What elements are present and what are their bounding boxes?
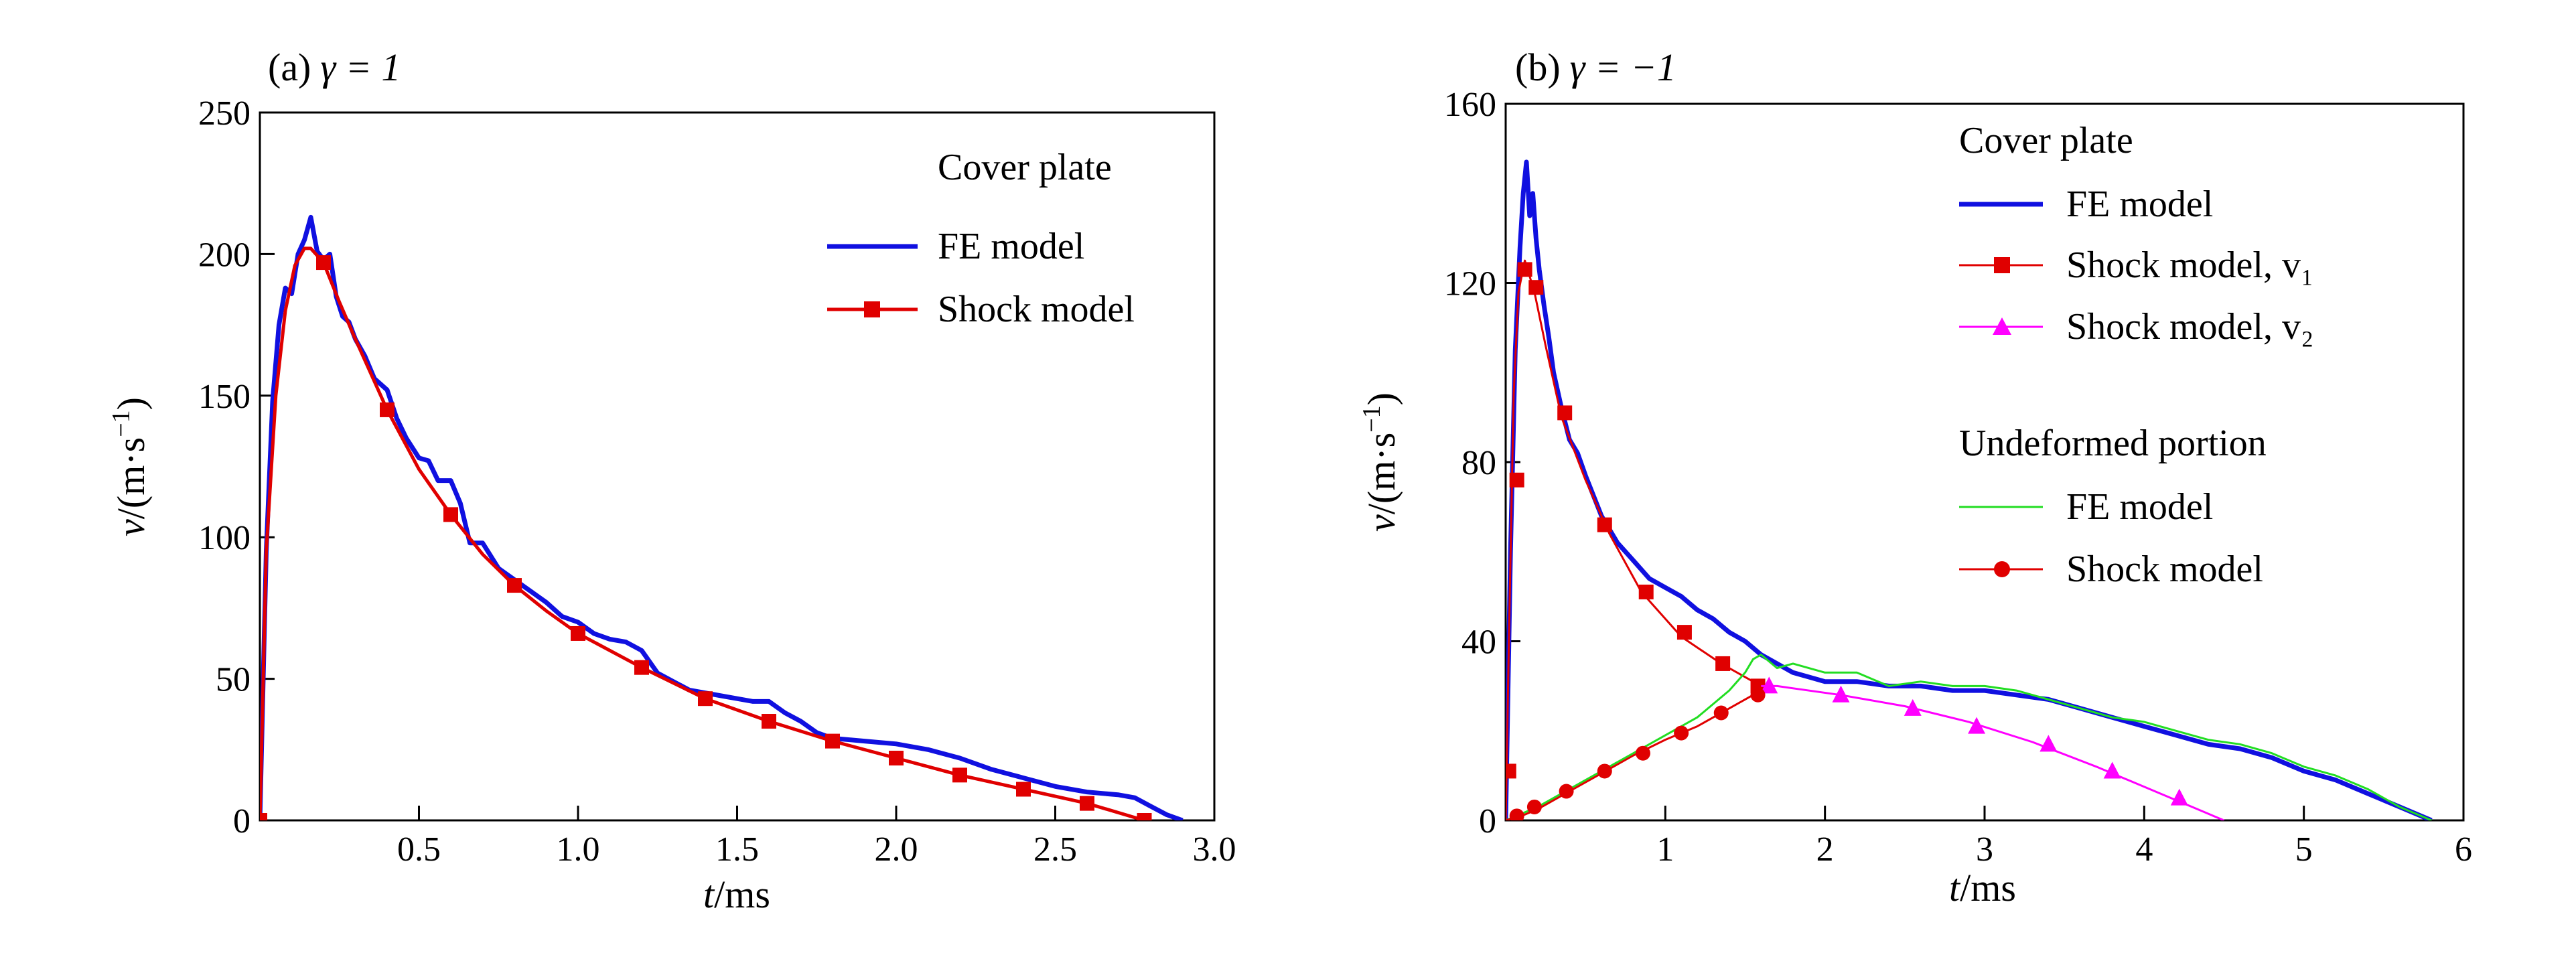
data-point-square	[1715, 656, 1731, 671]
series-line-shock-model	[260, 246, 1145, 820]
data-point-square	[1509, 472, 1524, 488]
series-line-fe-model-cover-plate	[1506, 159, 2433, 820]
x-tick-label: 2.0	[875, 830, 918, 869]
data-point-triangle	[1968, 717, 1986, 734]
data-point-square	[1557, 405, 1573, 421]
legend-label-undeformed-shock: Shock model	[2066, 548, 2263, 590]
series-line-shock-model-v-cover-plate	[1506, 259, 1762, 820]
legend-label-fe-model: FE model	[938, 226, 1084, 267]
data-point-square	[380, 402, 395, 417]
y-tick-label: 0	[233, 802, 251, 840]
y-tick-label: 160	[1444, 86, 1496, 124]
legend-heading-undeformed: Undeformed portion	[1959, 423, 2267, 464]
data-point-circle	[1597, 763, 1612, 779]
panel-b-y-axis: 0 40 80 120 160	[1444, 86, 1520, 840]
panel-a-y-axis: 0 50 100 150 200 250	[198, 94, 275, 840]
y-tick-label: 120	[1444, 265, 1496, 303]
data-point-square	[762, 714, 776, 729]
data-point-square	[1638, 584, 1654, 599]
x-tick-label: 2.5	[1033, 830, 1077, 869]
panel-b-label: (b) γ = −1	[1515, 46, 1676, 89]
x-tick-label: 1	[1656, 830, 1674, 869]
legend-marker-square	[1994, 257, 2010, 273]
data-point-triangle	[1760, 676, 1778, 694]
legend-marker-circle	[1994, 561, 2010, 577]
legend-heading-cover-plate: Cover plate	[1959, 120, 2133, 161]
series-line-fe-model-undeformed-portion	[1506, 654, 2432, 820]
data-point-square	[507, 578, 522, 593]
x-tick-label: 0.5	[397, 830, 441, 869]
panel-a-series	[260, 214, 1184, 820]
data-point-triangle	[2170, 788, 2188, 806]
legend-label-fe-model: FE model	[2066, 183, 2213, 225]
legend-label-shock-v2: Shock model, v₂	[2066, 306, 2314, 348]
y-tick-label: 150	[198, 378, 251, 416]
data-point-square	[825, 733, 840, 749]
y-tick-label: 0	[1479, 802, 1496, 840]
panel-b-legend: Cover plate FE model Shock model, v₁ Sho…	[1959, 120, 2314, 590]
legend-label-shock-v1: Shock model, v₁	[2066, 244, 2314, 286]
panel-a-y-axis-title: v/(m·s−1)	[107, 397, 153, 536]
y-tick-label: 250	[198, 94, 251, 133]
data-point-square	[1137, 813, 1152, 820]
panel-b-y-axis-title: v/(m·s−1)	[1358, 392, 1403, 532]
x-tick-label: 6	[2455, 830, 2472, 869]
y-tick-label: 50	[216, 661, 251, 699]
panel-b-x-axis-title: t/ms	[1949, 866, 2016, 909]
x-tick-label: 2	[1816, 830, 1834, 869]
data-point-square	[1676, 625, 1692, 640]
y-tick-label: 40	[1461, 623, 1496, 662]
data-point-square	[889, 750, 904, 765]
y-tick-label: 200	[198, 236, 251, 274]
data-point-triangle	[2103, 761, 2121, 779]
data-point-square	[260, 813, 267, 820]
data-point-square	[1016, 782, 1031, 797]
panel-a-label: (a) γ = 1	[268, 46, 401, 89]
data-point-circle	[1713, 705, 1729, 721]
x-tick-label: 1.0	[557, 830, 600, 869]
panel-b-series	[1506, 159, 2433, 820]
legend-heading: Cover plate	[938, 147, 1112, 188]
data-point-triangle	[1832, 685, 1850, 703]
data-point-circle	[1635, 745, 1650, 761]
chart-panel-b: (b) γ = −1 0 40 80 120 160 1 2 3 4 5 6 v/(m·s−1) t…	[1358, 46, 2472, 909]
series-line-shock-model-v-cover-plate	[1761, 684, 2225, 820]
data-point-square	[1517, 262, 1532, 277]
data-point-circle	[1559, 784, 1574, 799]
x-tick-label: 3.0	[1193, 830, 1236, 869]
panel-a-x-axis-title: t/ms	[703, 873, 770, 916]
data-point-circle	[1674, 725, 1689, 741]
data-point-square	[443, 507, 458, 522]
data-point-circle	[1526, 799, 1542, 814]
data-point-square	[1506, 763, 1516, 779]
y-tick-label: 80	[1461, 444, 1496, 482]
panel-a-legend: Cover plate FE model Shock model	[827, 147, 1135, 330]
data-point-circle	[1509, 808, 1524, 820]
chart-panel-a: (a) γ = 1 0 50 100 150 200 250 0.5 1.0 1.5 2.0 2.5…	[107, 46, 1236, 916]
legend-marker-square	[864, 301, 880, 317]
data-point-square	[952, 767, 967, 783]
data-point-square	[698, 691, 713, 707]
legend-label-shock-model: Shock model	[938, 289, 1135, 330]
x-tick-label: 1.5	[715, 830, 759, 869]
data-point-square	[1080, 796, 1094, 811]
legend-label-undeformed-fe: FE model	[2066, 486, 2213, 528]
data-point-square	[634, 660, 649, 675]
x-tick-label: 5	[2295, 830, 2313, 869]
panel-b-x-axis: 1 2 3 4 5 6	[1656, 806, 2472, 869]
legend-marker-triangle	[1993, 317, 2011, 335]
panel-a-x-axis: 0.5 1.0 1.5 2.0 2.5 3.0	[397, 806, 1236, 869]
data-point-square	[316, 255, 331, 271]
x-tick-label: 4	[2135, 830, 2153, 869]
y-tick-label: 100	[198, 519, 251, 557]
data-point-triangle	[1904, 698, 1922, 716]
data-point-square	[1597, 517, 1612, 532]
data-point-triangle	[2040, 735, 2058, 752]
data-point-square	[571, 625, 585, 641]
data-point-circle	[1750, 687, 1766, 703]
panel-a-plot-frame	[259, 111, 1216, 822]
x-tick-label: 3	[1976, 830, 1993, 869]
data-point-square	[1528, 280, 1544, 295]
